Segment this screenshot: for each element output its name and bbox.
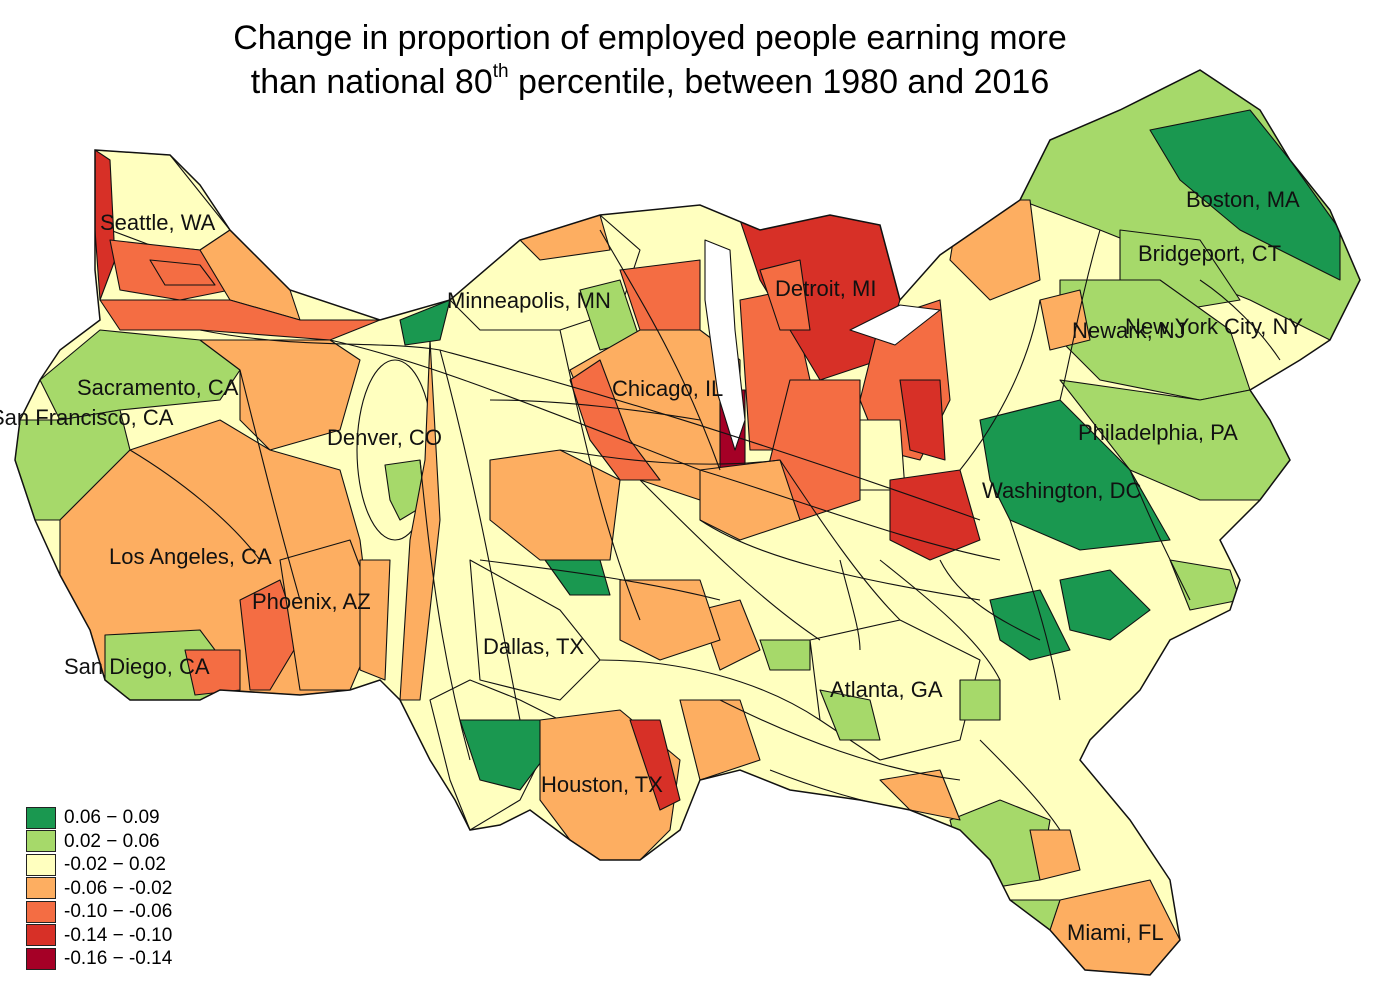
- legend-item: -0.16 − -0.14: [26, 947, 172, 971]
- legend-swatch: [26, 830, 56, 853]
- region-ohio-red: [899, 379, 946, 461]
- city-label-atlanta: Atlanta, GA: [830, 677, 943, 702]
- region-wa-inner: [149, 259, 216, 286]
- legend-item: -0.02 − 0.02: [26, 853, 172, 877]
- city-label-sacramento: Sacramento, CA: [77, 375, 239, 400]
- region-washington: [979, 399, 1171, 551]
- map-title: Change in proportion of employed people …: [0, 16, 1300, 104]
- legend-label: 0.02 − 0.06: [64, 830, 160, 852]
- legend-label: -0.06 − -0.02: [64, 877, 173, 899]
- city-label-minneapolis: Minneapolis, MN: [447, 288, 611, 313]
- us-outline: [14, 69, 1361, 976]
- legend-label: -0.02 − 0.02: [64, 854, 166, 875]
- region-imperial: [239, 579, 301, 691]
- legend-item: 0.02 − 0.06: [26, 830, 172, 854]
- region-ok-east: [619, 579, 721, 661]
- city-label-miami: Miami, FL: [1067, 920, 1164, 945]
- city-label-seattle: Seattle, WA: [100, 210, 216, 235]
- legend-swatch: [26, 806, 56, 829]
- legend-label: -0.10 − -0.06: [64, 901, 173, 922]
- legend-item: 0.06 − 0.09: [26, 806, 172, 830]
- region-austin: [459, 719, 551, 791]
- region-denver-south: [384, 459, 426, 521]
- boundary-lines: [129, 229, 1281, 831]
- city-label-los-angeles: Los Angeles, CA: [109, 544, 272, 569]
- region-atlanta-west: [819, 689, 881, 741]
- legend: 0.06 − 0.09 0.02 − 0.06 -0.02 − 0.02 -0.…: [26, 806, 172, 971]
- region-houston-east: [629, 719, 681, 811]
- region-sd-east: [184, 649, 241, 696]
- region-ga-east: [959, 679, 1001, 721]
- title-line-1: Change in proportion of employed people …: [233, 19, 1067, 57]
- lake-michigan: [704, 239, 746, 451]
- city-label-philadelphia: Philadelphia, PA: [1078, 420, 1238, 445]
- city-label-bridgeport: Bridgeport, CT: [1138, 241, 1281, 266]
- city-label-new-york-city: New York City, NY: [1125, 314, 1303, 339]
- region-mi-west: [759, 259, 811, 331]
- region-ny-orange: [1039, 289, 1091, 351]
- legend-label: -0.16 − -0.14: [64, 948, 173, 969]
- region-virginia: [989, 589, 1071, 661]
- legend-item: -0.14 − -0.10: [26, 924, 172, 948]
- region-wa-east: [199, 229, 301, 321]
- region-raleigh: [1059, 569, 1151, 641]
- legend-item: -0.06 − -0.02: [26, 877, 172, 901]
- city-label-chicago: Chicago, IL: [612, 376, 723, 401]
- title-line-2: than national 80th percentile, between 1…: [0, 60, 1300, 104]
- region-mn-green: [399, 299, 451, 346]
- legend-swatch: [26, 947, 56, 970]
- city-label-san-francisco: San Francisco, CA: [0, 405, 174, 430]
- title-superscript: th: [492, 61, 509, 82]
- city-label-san-diego: San Diego, CA: [64, 654, 210, 679]
- city-label-detroit: Detroit, MI: [775, 276, 876, 301]
- title-line-2-pre: than national 80: [250, 63, 493, 101]
- legend-swatch: [26, 877, 56, 900]
- legend-item: -0.10 − -0.06: [26, 900, 172, 924]
- region-orlando: [1029, 829, 1081, 881]
- city-label-washington: Washington, DC: [982, 478, 1141, 503]
- city-label-denver: Denver, CO: [327, 425, 442, 450]
- legend-label: -0.14 − -0.10: [64, 924, 173, 946]
- region-arkansas: [699, 599, 761, 671]
- legend-swatch: [26, 924, 56, 947]
- legend-swatch: [26, 900, 56, 923]
- legend-label: 0.06 − 0.09: [64, 807, 160, 828]
- legend-swatch: [26, 853, 56, 876]
- title-line-2-post: percentile, between 1980 and 2016: [508, 63, 1050, 101]
- city-label-boston: Boston, MA: [1186, 187, 1300, 212]
- region-okc-green: [544, 559, 611, 596]
- region-dallas: [469, 559, 601, 701]
- lake-erie: [849, 304, 941, 346]
- city-label-newark: Newark, NJ: [1072, 318, 1186, 343]
- region-az-east: [359, 559, 391, 681]
- city-label-phoenix: Phoenix, AZ: [252, 589, 371, 614]
- city-label-dallas: Dallas, TX: [483, 634, 584, 659]
- region-boston: [1149, 109, 1341, 281]
- region-il-north: [569, 359, 661, 481]
- city-label-houston: Houston, TX: [541, 772, 663, 797]
- region-memphis: [759, 639, 811, 671]
